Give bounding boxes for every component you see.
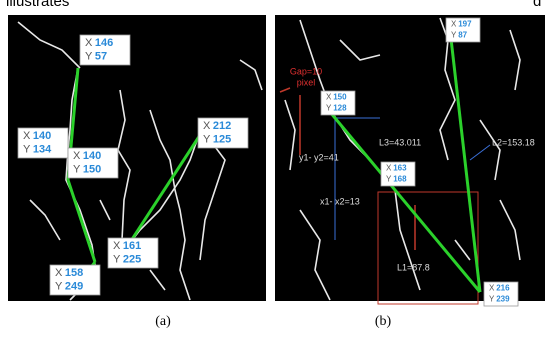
annotation: x1- x2=13 xyxy=(320,196,360,206)
tip-value: 140 xyxy=(33,130,51,142)
tip-label: Y xyxy=(451,31,457,40)
figure: illustrates d (a) Gap=10 pixel L3=43.011… xyxy=(0,0,545,334)
annotation: Gap=10 xyxy=(290,66,322,76)
tip-label: X xyxy=(113,240,121,252)
tip-label: Y xyxy=(489,295,495,304)
tip-value: 163 xyxy=(393,164,407,173)
tip-value: 158 xyxy=(65,267,83,279)
tip-label: X xyxy=(489,284,495,293)
tip-value: 150 xyxy=(333,93,347,102)
tip-label: Y xyxy=(203,134,211,146)
annotation: L1=87.8 xyxy=(397,262,430,272)
tip-value: 87 xyxy=(458,31,467,40)
tip-label: X xyxy=(85,37,93,49)
tip-value: 150 xyxy=(83,164,101,176)
caption: (b) xyxy=(375,314,392,329)
annotation: pixel xyxy=(297,77,316,87)
tip-label: Y xyxy=(73,164,81,176)
tip-value: 57 xyxy=(95,51,107,63)
tip-value: 212 xyxy=(213,120,231,132)
page: illustrates d (a) Gap=10 pixel L3=43.011… xyxy=(0,0,545,339)
tip-value: 146 xyxy=(95,37,113,49)
tip-label: X xyxy=(451,20,457,29)
tip-value: 225 xyxy=(123,254,141,266)
tip-value: 161 xyxy=(123,240,141,252)
tip-value: 197 xyxy=(458,20,472,29)
annotation: y1- y2=41 xyxy=(299,152,339,162)
tip-label: Y xyxy=(23,144,31,156)
tip-label: Y xyxy=(113,254,121,266)
tip-label: Y xyxy=(386,175,392,184)
tip-value: 168 xyxy=(393,175,407,184)
tip-value: 125 xyxy=(213,134,231,146)
header-text: illustrates xyxy=(6,0,69,10)
tip-label: Y xyxy=(55,281,63,293)
tip-label: Y xyxy=(326,104,332,113)
tip-label: X xyxy=(55,267,63,279)
tip-label: Y xyxy=(85,51,93,63)
tip-label: X xyxy=(203,120,211,132)
tip-label: X xyxy=(23,130,31,142)
tip-value: 216 xyxy=(496,284,510,293)
tip-value: 134 xyxy=(33,144,52,156)
tip-label: X xyxy=(73,150,81,162)
header-text: d xyxy=(533,0,541,10)
annotation: L3=43.011 xyxy=(379,137,421,147)
tip-value: 140 xyxy=(83,150,101,162)
annotation: L2=153.18 xyxy=(492,137,535,147)
tip-label: X xyxy=(326,93,332,102)
tip-value: 239 xyxy=(496,295,510,304)
tip-value: 249 xyxy=(65,281,83,293)
caption: (a) xyxy=(155,314,171,329)
tip-label: X xyxy=(386,164,392,173)
tip-value: 128 xyxy=(333,104,347,113)
